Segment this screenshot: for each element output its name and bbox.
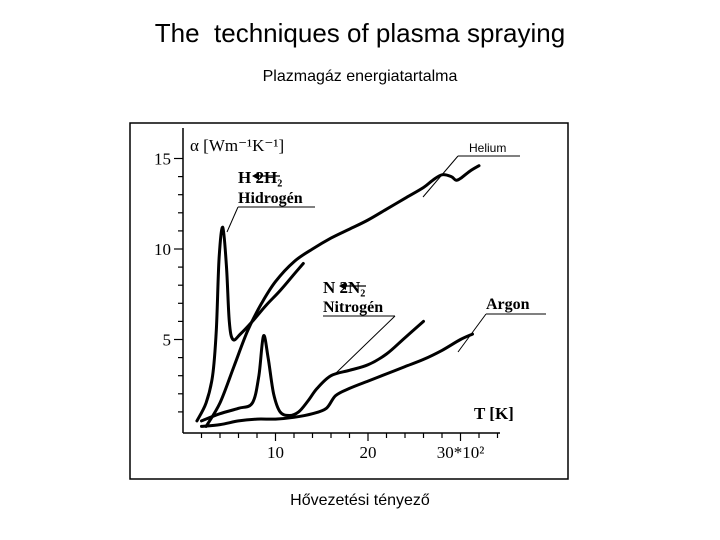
series-line-hidrogn [195, 225, 305, 423]
hydrogen-pointer-line [226, 206, 239, 233]
series-line-argon [200, 332, 474, 428]
hydrogen-arrow-head [252, 172, 259, 180]
slide-caption: Hővezetési tényező [290, 492, 430, 509]
nitrogen-label: Nitrogén [323, 299, 383, 316]
y-axis: 5 10 15 [154, 128, 184, 433]
y-tick-label: 15 [154, 150, 171, 169]
x-tick-label: 20 [360, 443, 377, 462]
argon-pointer-line [457, 313, 487, 353]
hydrogen-reaction-label: H 2H₂ [238, 168, 282, 187]
y-tick-label: 5 [163, 331, 172, 350]
argon-label: Argon [486, 296, 530, 313]
nitrogen-pointer-line [334, 315, 396, 375]
series-line-nitrogn [200, 319, 425, 423]
slide-title: The techniques of plasma spraying [154, 18, 566, 48]
slide-subtitle: Plazmagáz energiatartalma [262, 68, 458, 85]
hydrogen-label: Hidrogén [238, 190, 303, 207]
x-axis-label: T [K] [474, 404, 514, 423]
helium-label: Helium [469, 141, 506, 155]
x-axis: 10 20 30*10² [183, 432, 500, 462]
y-tick-label: 10 [154, 240, 171, 259]
y-axis-label: α [Wm⁻¹K⁻¹] [190, 136, 284, 155]
nitrogen-arrow-head [339, 282, 346, 290]
series-line-helium [204, 164, 481, 428]
helium-pointer-line [422, 155, 459, 198]
series-layer [195, 164, 481, 428]
chart-frame [129, 122, 569, 480]
x-tick-label: 30*10² [437, 443, 485, 462]
x-tick-label: 10 [267, 443, 284, 462]
